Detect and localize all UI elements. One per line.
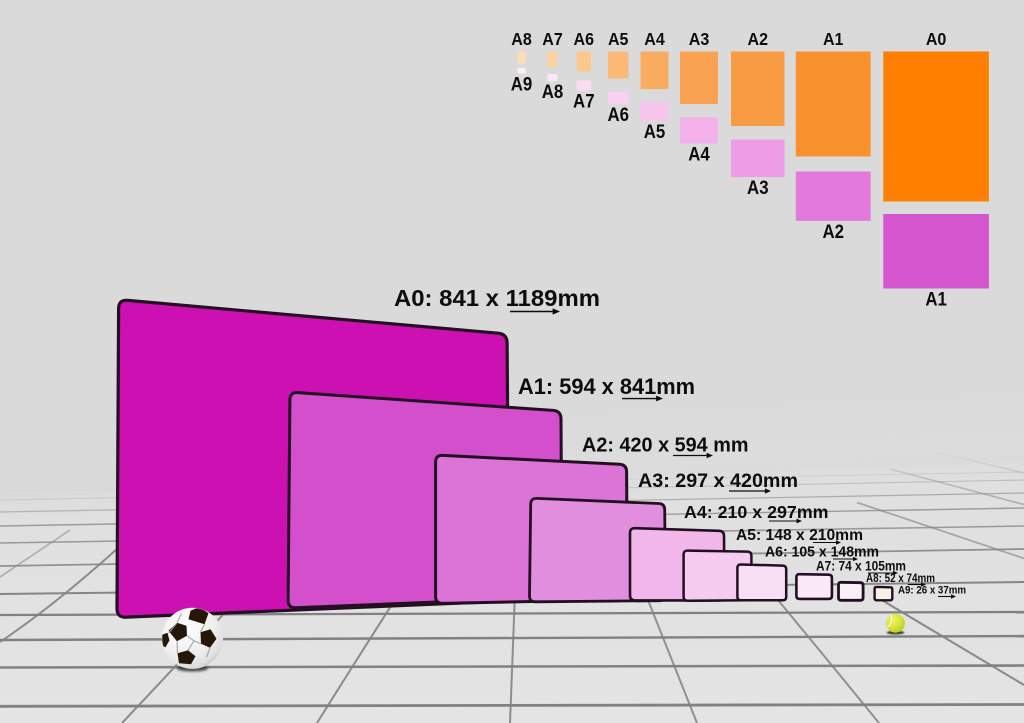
svg-text:A1: 594 x 841mm: A1: 594 x 841mm (518, 374, 695, 399)
svg-text:A5: A5 (608, 29, 629, 49)
svg-text:A2: 420 x 594 mm: A2: 420 x 594 mm (582, 434, 749, 457)
svg-text:A7: 74 x 105mm: A7: 74 x 105mm (816, 559, 906, 574)
svg-text:A8: A8 (511, 29, 532, 49)
svg-text:A6: 105 x 148mm: A6: 105 x 148mm (765, 545, 879, 561)
svg-text:A5: A5 (644, 121, 666, 143)
svg-text:A0: 841 x 1189mm: A0: 841 x 1189mm (394, 285, 600, 311)
svg-text:A4: A4 (688, 144, 710, 166)
svg-text:A4: A4 (644, 29, 665, 49)
svg-text:A3: A3 (747, 177, 769, 199)
svg-text:A0: A0 (926, 29, 947, 49)
svg-text:A8: 52 x 74mm: A8: 52 x 74mm (866, 573, 935, 585)
svg-text:A7: A7 (542, 29, 563, 49)
svg-text:A3: A3 (689, 29, 710, 49)
svg-text:A9: 26 x 37mm: A9: 26 x 37mm (898, 585, 966, 597)
svg-text:A2: A2 (822, 221, 844, 243)
svg-text:A8: A8 (542, 81, 564, 103)
svg-text:A1: A1 (823, 29, 844, 49)
svg-text:A7: A7 (573, 91, 595, 113)
svg-text:A9: A9 (511, 74, 533, 96)
svg-text:A3: 297 x 420mm: A3: 297 x 420mm (638, 470, 798, 492)
svg-text:A1: A1 (925, 289, 947, 311)
svg-text:A4: 210 x 297mm: A4: 210 x 297mm (684, 502, 829, 522)
svg-text:A6: A6 (574, 29, 595, 49)
svg-text:A5: 148 x 210mm: A5: 148 x 210mm (736, 527, 863, 544)
svg-text:A6: A6 (607, 104, 629, 126)
svg-text:A2: A2 (748, 29, 769, 49)
